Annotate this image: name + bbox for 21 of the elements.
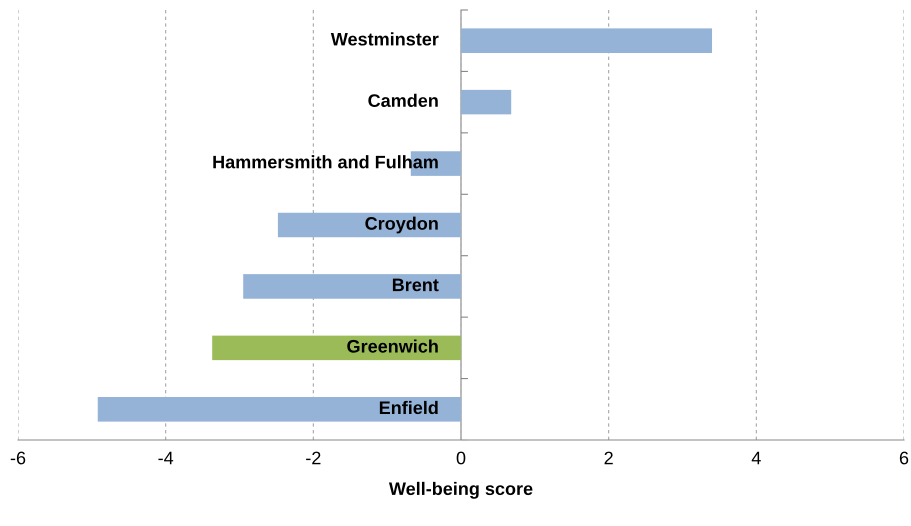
y-tick-label: Westminster bbox=[330, 32, 439, 46]
y-tick-label: Croydon bbox=[365, 216, 438, 234]
x-axis-title: Well-being score bbox=[388, 482, 532, 499]
x-tick-label: 0 bbox=[456, 452, 466, 464]
y-tick-label: Enfield bbox=[380, 400, 438, 414]
bar bbox=[461, 90, 512, 114]
bar bbox=[98, 397, 461, 422]
bar bbox=[278, 212, 461, 238]
y-tick-label: Camden bbox=[368, 94, 438, 107]
x-tick-label: 6 bbox=[900, 452, 908, 464]
bar bbox=[461, 28, 712, 53]
x-tick-label: -2 bbox=[306, 452, 320, 464]
x-tick-label: -4 bbox=[158, 452, 174, 464]
y-tick-label: Greenwich bbox=[347, 339, 438, 353]
bar bbox=[212, 336, 461, 360]
x-tick-label: 2 bbox=[604, 452, 613, 464]
y-tick-label: Brent bbox=[392, 278, 439, 292]
x-tick-label: 4 bbox=[752, 452, 761, 464]
x-tick-label: -6 bbox=[10, 452, 26, 464]
bar bbox=[243, 274, 461, 299]
y-tick-label: Hammersmith and Fulham bbox=[213, 155, 438, 168]
